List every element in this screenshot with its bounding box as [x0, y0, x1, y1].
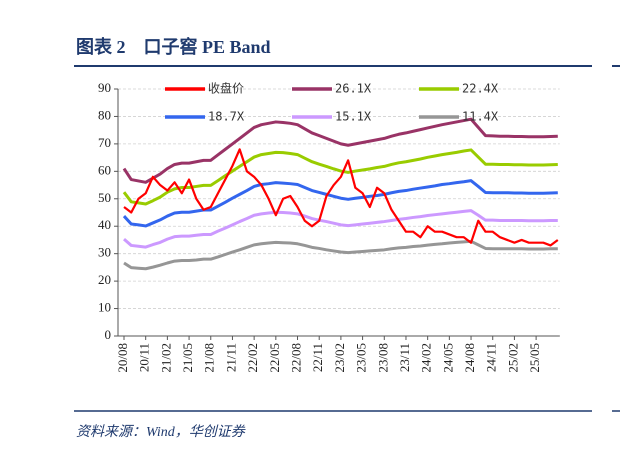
x-tick-label: 24/11 — [484, 343, 499, 372]
x-tick-label: 24/05 — [440, 343, 455, 373]
x-tick-label: 25/05 — [527, 343, 542, 373]
legend-label: 22.4X — [462, 82, 499, 96]
series-line — [122, 148, 558, 206]
x-tick-label: 21/08 — [202, 343, 217, 373]
x-tick-label: 21/11 — [223, 343, 238, 372]
legend-label: 15.1X — [335, 110, 372, 124]
legend-label: 11.4X — [462, 110, 499, 124]
y-tick-label: 20 — [98, 272, 111, 287]
x-tick-label: 23/02 — [332, 343, 347, 373]
y-tick-label: 60 — [98, 162, 111, 177]
y-tick-label: 0 — [105, 327, 112, 342]
source-note: 资料来源：Wind，华创证券 — [76, 424, 246, 440]
y-tick-label: 90 — [98, 80, 111, 95]
y-tick-label: 10 — [98, 300, 111, 315]
series-line — [122, 117, 558, 184]
legend-label: 18.7X — [208, 110, 245, 124]
series-line — [123, 148, 559, 247]
x-tick-label: 23/08 — [375, 343, 390, 373]
x-tick-label: 20/08 — [115, 343, 130, 373]
x-tick-label: 22/11 — [310, 343, 325, 372]
legend-label: 收盘价 — [208, 81, 244, 96]
y-tick-label: 30 — [98, 245, 111, 260]
x-tick-label: 23/11 — [397, 343, 412, 372]
x-tick-label: 24/08 — [462, 343, 477, 373]
y-tick-label: 40 — [98, 217, 111, 232]
series-line — [123, 239, 558, 271]
series-line — [123, 209, 558, 249]
x-tick-label: 24/02 — [419, 343, 434, 373]
y-tick-label: 70 — [98, 135, 111, 150]
x-tick-label: 22/08 — [289, 343, 304, 373]
y-tick-label: 50 — [98, 190, 111, 205]
x-tick-label: 22/05 — [267, 343, 282, 373]
x-tick-label: 25/02 — [505, 343, 520, 373]
x-tick-label: 21/05 — [180, 343, 195, 373]
x-tick-label: 21/02 — [158, 343, 173, 373]
chart-title: 图表 2 口子窖 PE Band — [76, 36, 271, 57]
series-line — [122, 179, 558, 228]
y-tick-label: 80 — [98, 107, 111, 122]
x-tick-label: 22/02 — [245, 343, 260, 373]
x-tick-label: 23/05 — [354, 343, 369, 373]
legend-label: 26.1X — [335, 82, 372, 96]
x-tick-label: 20/11 — [137, 343, 152, 372]
